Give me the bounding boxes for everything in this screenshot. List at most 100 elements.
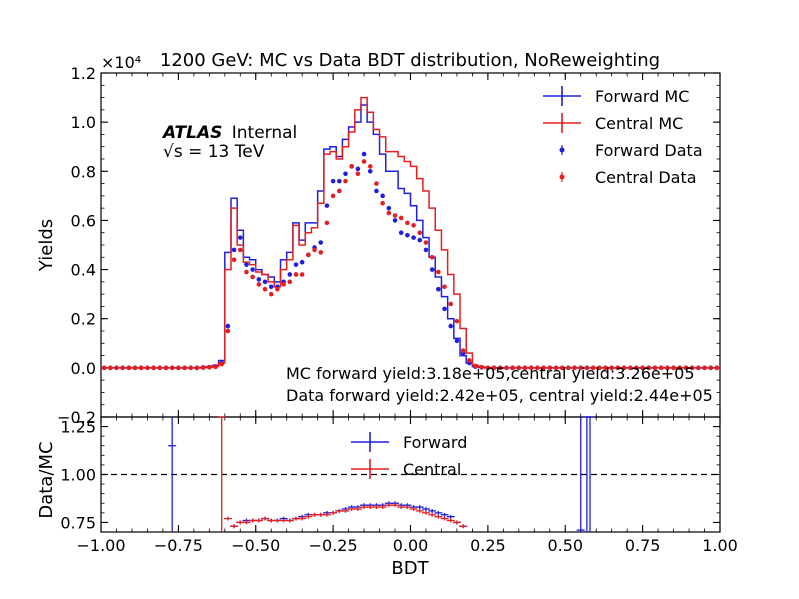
series-forward-data-point	[386, 205, 392, 211]
series-central-data-point	[541, 365, 546, 371]
legend-entry-forward-data: Forward Data	[559, 141, 703, 160]
ratio-panel: 0.75 1.00 1.25 −1.00 −0.75 −0.50 −0.25 0.00 0.2…	[36, 416, 738, 579]
x-tick-label: −0.75	[154, 536, 203, 555]
legend-label-forward-data: Forward Data	[595, 141, 703, 160]
series-central-data-point	[572, 365, 577, 371]
series-forward-data-point	[256, 277, 262, 282]
legend-label-forward-mc: Forward MC	[595, 87, 689, 106]
series-central-data-point	[708, 365, 714, 371]
series-central-data-point	[349, 164, 354, 169]
x-tick-label: 1.00	[702, 536, 738, 555]
series-forward-data-point	[398, 230, 404, 236]
series-forward-data-point	[324, 203, 330, 208]
main-y-tick-label: 0.2	[71, 310, 96, 329]
series-central-data-point	[615, 365, 621, 371]
x-tick-label: 0.25	[470, 536, 506, 555]
series-central-data-point	[547, 365, 553, 371]
series-central-data-point	[627, 365, 633, 371]
atlas-label-bold: ATLAS	[161, 123, 222, 143]
series-central-data-point	[696, 365, 701, 371]
series-forward-data-point	[429, 267, 435, 272]
series-central-data-point	[640, 365, 645, 371]
ratio-y-tick-label: 0.75	[60, 513, 96, 532]
series-central-data-point	[126, 365, 132, 371]
series-forward-data-point	[380, 193, 385, 199]
series-central-data-point	[677, 365, 683, 371]
series-central-data-point	[250, 274, 255, 280]
series-central-data-point	[621, 365, 627, 371]
legend-entry-central-data: Central Data	[559, 168, 697, 187]
series-central-data-point	[361, 159, 367, 164]
series-forward-data-point	[374, 188, 379, 194]
ratio-x-ticks: −1.00 −0.75 −0.50 −0.25 0.00 0.25 0.50 0.75 1.00	[76, 417, 738, 555]
main-y-tick-label: −0.2	[57, 408, 96, 427]
series-central-data-point	[107, 365, 113, 371]
main-y-tick-label: 1.0	[71, 113, 96, 132]
series-central-data-point	[392, 213, 398, 218]
legend-entry-central-mc: Central MC	[543, 113, 683, 133]
series-central-data-point	[244, 269, 249, 275]
legend-entry-forward: Forward	[351, 432, 467, 452]
series-central-data-point	[646, 365, 652, 371]
ratio-y-ticks: 0.75 1.00 1.25	[60, 416, 720, 532]
series-central-data-point	[337, 188, 342, 194]
series-central-data-point	[411, 223, 416, 228]
series-forward-data-point	[225, 323, 231, 329]
series-central-data-point	[497, 365, 503, 371]
series-central-data-point	[504, 365, 509, 371]
series-forward-data-point	[293, 262, 299, 267]
main-y-tick-label: 0.6	[71, 211, 96, 230]
x-tick-label: 0.75	[625, 536, 661, 555]
legend-label-central-mc: Central MC	[595, 114, 683, 133]
series-central-data-point	[213, 364, 218, 370]
atlas-label: ATLAS Internal	[161, 123, 297, 143]
series-forward-data-point	[237, 235, 243, 240]
series-central-data-point	[479, 364, 484, 370]
series-central-data-point	[200, 365, 206, 370]
series-central-data-point	[528, 365, 534, 371]
series-central-data-point	[652, 365, 658, 371]
mc-yield-annotation: MC forward yield:3.18e+05,central yield:…	[286, 364, 695, 383]
ratio-y-tick-label: 1.00	[60, 466, 96, 485]
main-panel: −0.2 0.0 0.2 0.4 0.6 0.8 1.0 1.2 Yields ATLAS I…	[36, 64, 721, 427]
series-central-data-point	[343, 178, 348, 184]
series-central-data-point	[237, 247, 243, 253]
series-central-data-point	[182, 365, 187, 371]
series-central-data-point	[578, 365, 584, 371]
series-central-data-point	[318, 250, 324, 255]
series-central-data-point	[658, 365, 664, 371]
series-central-data-point	[702, 365, 707, 371]
y-axis-label-main: Yields	[36, 219, 57, 272]
series-central-data-point	[145, 365, 150, 371]
legend-label-central: Central	[403, 460, 461, 479]
series-forward-data-point	[442, 306, 447, 312]
series-central-data-point	[423, 240, 429, 245]
series-central-data-point	[231, 257, 237, 263]
y-axis-label-ratio: Data/MC	[36, 441, 57, 518]
series-central-data-point	[324, 220, 330, 226]
main-y-tick-label: 1.2	[71, 64, 96, 83]
series-central-data-point	[256, 282, 262, 287]
series-central-data-point	[275, 286, 280, 292]
main-series-group	[101, 96, 720, 371]
series-central-data-point	[386, 210, 392, 216]
series-central-data-point	[553, 365, 559, 371]
main-y-tick-label: 0.4	[71, 261, 96, 280]
series-central-data-point	[188, 365, 194, 371]
series-forward-data-point	[268, 284, 274, 290]
series-central-data-point	[467, 358, 472, 363]
series-central-data-point	[436, 269, 441, 275]
x-tick-label: −0.50	[231, 536, 280, 555]
series-central-data-point	[151, 365, 156, 371]
series-central-data-point	[268, 291, 274, 297]
legend-entry-central: Central	[351, 459, 461, 479]
series-central-data-point	[566, 365, 571, 371]
ratio-y-tick-label: 1.25	[60, 418, 96, 437]
series-central-data-point	[609, 365, 614, 371]
x-tick-label: −0.25	[309, 536, 358, 555]
series-central-data-point	[120, 365, 125, 371]
x-tick-label: 0.50	[547, 536, 583, 555]
main-y-tick-label: 0.0	[71, 359, 96, 378]
